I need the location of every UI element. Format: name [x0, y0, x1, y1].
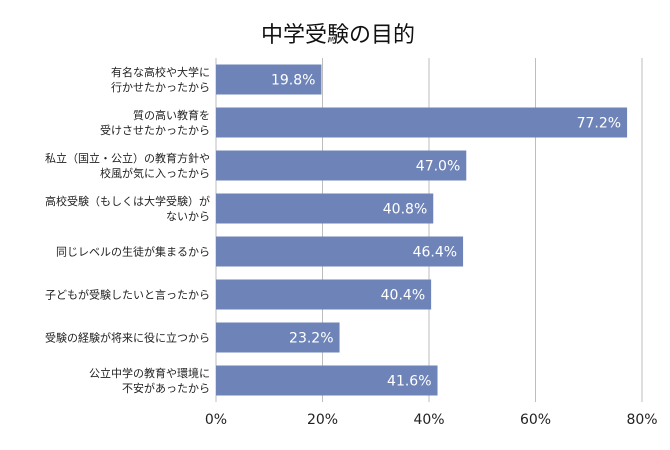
x-tick-label: 20% [307, 412, 338, 428]
bar [216, 279, 432, 310]
category-label: 私立（国立・公立）の教育方針や校風が気に入ったから [45, 151, 210, 180]
data-label: 46.4% [413, 245, 457, 261]
bar [216, 64, 322, 95]
category-label: 有名な高校や大学に行かせたかったから [111, 65, 210, 94]
bar [216, 322, 340, 353]
category-label: 公立中学の教育や環境に不安があったから [89, 366, 210, 395]
category-label: 高校受験（もしくは大学受験）がないから [45, 194, 210, 223]
data-label: 19.8% [271, 73, 315, 89]
bar [216, 236, 464, 267]
category-label: 同じレベルの生徒が集まるから [56, 245, 210, 259]
x-tick-label: 0% [205, 412, 227, 428]
data-label: 41.6% [387, 374, 431, 390]
bar [216, 150, 467, 181]
bars: 19.8% 77.2% 47.0% 40.8% 46.4% 40.4% 23.2% 41.6% [216, 64, 628, 396]
category-label: 子どもが受験したいと言ったから [45, 288, 210, 302]
chart-title: 中学受験の目的 [261, 23, 415, 48]
bar [216, 107, 628, 138]
bar [216, 193, 434, 224]
x-axis-tick-labels: 0% 20% 40% 60% 80% [205, 412, 658, 428]
data-label: 47.0% [416, 159, 460, 175]
x-tick-label: 80% [626, 412, 657, 428]
category-labels: 有名な高校や大学に行かせたかったから質の高い教育を受けさせたかったから私立（国立… [45, 65, 210, 395]
data-label: 77.2% [577, 116, 621, 132]
x-tick-label: 60% [520, 412, 551, 428]
bar [216, 365, 438, 396]
data-label: 40.4% [381, 288, 425, 304]
x-tick-label: 40% [413, 412, 444, 428]
category-label: 受験の経験が将来に役に立つから [45, 331, 210, 345]
data-label: 23.2% [289, 331, 333, 347]
category-label: 質の高い教育を受けさせたかったから [100, 108, 210, 137]
data-label: 40.8% [383, 202, 427, 218]
